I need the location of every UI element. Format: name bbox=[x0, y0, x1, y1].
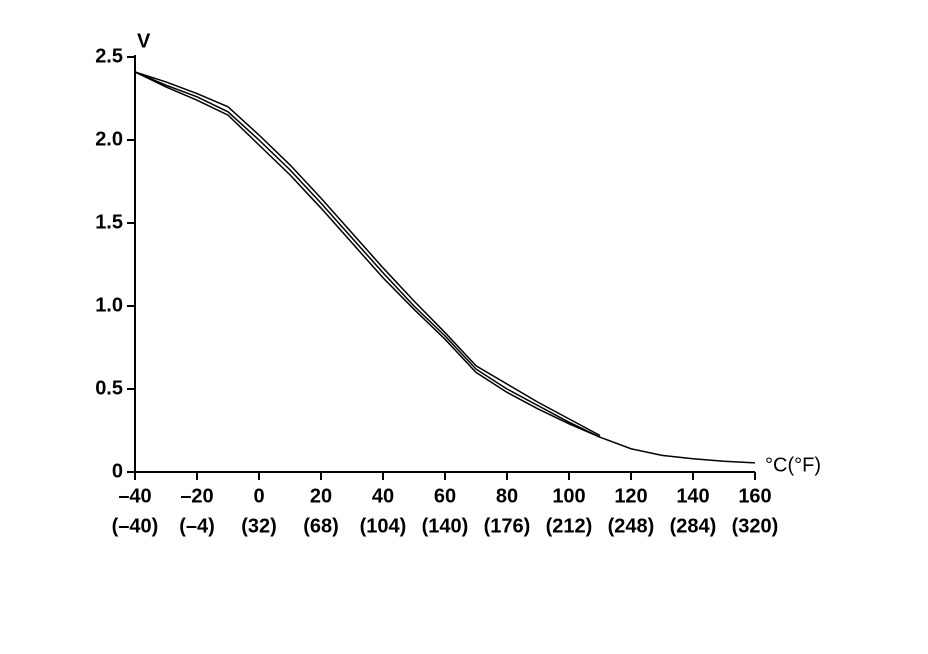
y-tick-label: 2.0 bbox=[95, 128, 123, 150]
x-tick-label: 100 bbox=[552, 485, 585, 507]
x-tick-label: –20 bbox=[180, 485, 213, 507]
y-tick-label: 1.0 bbox=[95, 294, 123, 316]
y-tick-label: 0 bbox=[112, 460, 123, 482]
x-tick-fahrenheit-label: (248) bbox=[608, 515, 655, 537]
y-tick-label: 1.5 bbox=[95, 211, 123, 233]
x-tick-fahrenheit-label: (–40) bbox=[112, 515, 159, 537]
x-tick-fahrenheit-label: (176) bbox=[484, 515, 531, 537]
x-tick-label: 40 bbox=[372, 485, 394, 507]
x-tick-fahrenheit-label: (212) bbox=[546, 515, 593, 537]
x-tick-fahrenheit-label: (284) bbox=[670, 515, 717, 537]
x-tick-fahrenheit-label: (104) bbox=[360, 515, 407, 537]
x-tick-label: –40 bbox=[118, 485, 151, 507]
x-tick-label: 0 bbox=[253, 485, 264, 507]
y-axis-label: V bbox=[137, 30, 151, 52]
data-line bbox=[134, 71, 601, 438]
data-line bbox=[134, 71, 601, 437]
x-tick-fahrenheit-label: (32) bbox=[241, 515, 277, 537]
y-tick-label: 0.5 bbox=[95, 377, 123, 399]
x-tick-label: 160 bbox=[738, 485, 771, 507]
x-tick-label: 80 bbox=[496, 485, 518, 507]
x-tick-fahrenheit-label: (140) bbox=[422, 515, 469, 537]
y-tick-label: 2.5 bbox=[95, 45, 123, 67]
x-tick-fahrenheit-label: (320) bbox=[732, 515, 779, 537]
data-line bbox=[134, 71, 756, 464]
x-tick-fahrenheit-label: (68) bbox=[303, 515, 339, 537]
x-tick-label: 60 bbox=[434, 485, 456, 507]
x-axis-label: °C(°F) bbox=[765, 454, 821, 476]
x-tick-label: 140 bbox=[676, 485, 709, 507]
x-tick-label: 20 bbox=[310, 485, 332, 507]
x-tick-fahrenheit-label: (–4) bbox=[179, 515, 215, 537]
x-tick-label: 120 bbox=[614, 485, 647, 507]
